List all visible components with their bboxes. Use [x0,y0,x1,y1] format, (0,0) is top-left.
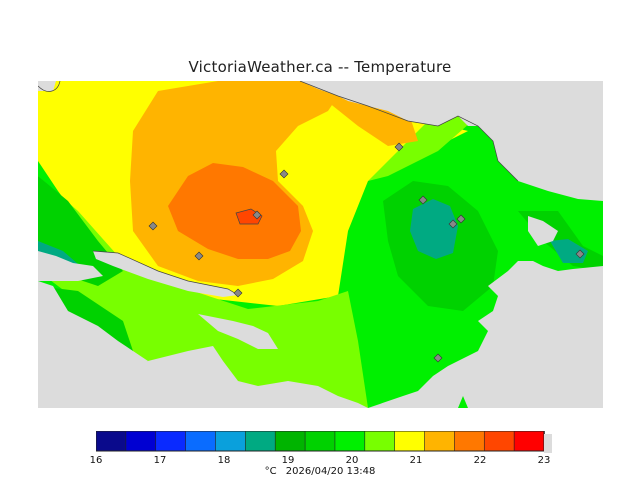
unit-label: °C [264,466,277,477]
legend-swatch [245,431,277,452]
station-marker [433,353,443,363]
station-marker [148,221,158,231]
station-marker [456,214,466,224]
timestamp: 2026/04/20 13:48 [285,466,376,477]
legend-swatch [215,431,247,452]
legend-swatch [96,431,127,452]
station-marker [575,249,585,259]
legend-tick: 23 [537,455,551,466]
land-south-strait [38,346,368,408]
land-saanich-inlet [38,251,103,281]
legend-tick: 20 [345,455,359,466]
contour-22-line [235,208,263,225]
temperature-map [38,81,603,408]
legend-swatch [274,431,306,452]
legend-swatch [394,431,426,452]
land-areas [38,81,603,408]
contour-19-east [410,199,458,259]
land-northeast [300,81,603,201]
station-marker [194,251,204,261]
legend-footer: °C 2026/04/20 13:48 [0,466,640,477]
legend-swatch [454,431,486,452]
legend-tick: 17 [153,455,167,466]
station-marker [233,288,243,298]
land-inlet-spit [93,251,238,297]
station-marker [279,169,289,179]
legend-swatch [304,431,336,452]
legend-tick: 16 [89,455,103,466]
legend-tick: 18 [217,455,231,466]
land-harbour [198,314,278,349]
land-peninsula-east [528,216,558,246]
legend-tick: 19 [281,455,295,466]
coastline-inlet [92,250,239,296]
station-marker [252,210,262,220]
land-northwest [38,81,56,91]
land-south-east [368,261,603,408]
legend-swatch [155,431,187,452]
station-markers [148,142,585,363]
station-marker [394,142,404,152]
station-marker [448,219,458,229]
color-legend [96,431,552,453]
coastline-north [299,81,519,182]
legend-swatch [483,431,515,452]
legend-tick: 21 [409,455,423,466]
legend-swatch [513,431,545,452]
legend-swatch [185,431,217,452]
legend-swatch [364,431,396,452]
contour-22 [168,163,301,259]
legend-swatch [424,431,456,452]
legend-swatch [334,431,366,452]
contour-19-far-east [550,239,588,263]
legend-swatch [125,431,157,452]
map-title: VictoriaWeather.ca -- Temperature [188,58,452,76]
contour-20-5 [38,176,368,408]
nw-corner-line [38,81,61,92]
station-marker [418,195,428,205]
legend-tick: 22 [473,455,487,466]
